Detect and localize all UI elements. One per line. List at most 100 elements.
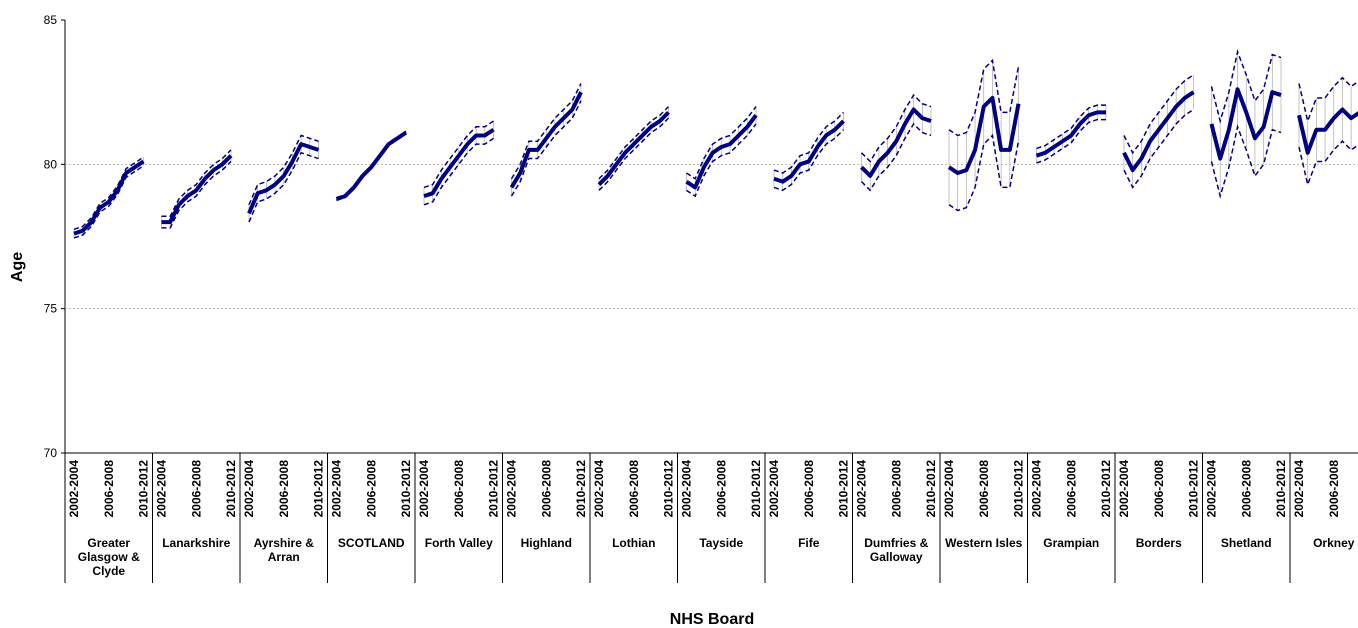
x-tick-label: 2002-2004 [67,460,81,518]
ci-upper-line [860,93,932,163]
ci-upper-line [686,106,757,180]
x-tick-label: 2002-2004 [1292,460,1306,518]
y-axis-title: Age [9,252,26,282]
series-line [860,107,932,178]
series-line [1035,110,1106,158]
x-tick-label: 2010-2012 [224,460,238,518]
ci-upper-line [73,156,144,230]
group-label: SCOTLAND [337,536,405,550]
group-label: Grampian [1043,536,1100,550]
x-tick-label: 2010-2012 [749,460,763,518]
ci-lower-line [73,165,144,239]
group-label: Tayside [699,536,744,550]
series-line [597,110,670,186]
x-tick-label: 2010-2012 [399,460,413,518]
x-tick-label: 2002-2004 [417,460,431,518]
x-tick-label: 2006-2008 [364,460,378,518]
series-line [423,128,495,198]
x-tick-label: 2002-2004 [680,460,694,518]
ci-upper-line [598,106,670,180]
x-tick-label: 2002-2004 [155,460,169,518]
x-tick-label: 2002-2004 [942,460,956,518]
ci-upper-line [948,58,1020,137]
x-tick-label: 2002-2004 [1205,460,1219,518]
series-line [509,91,583,189]
x-tick-label: 2010-2012 [924,460,938,518]
x-tick-label: 2010-2012 [137,460,151,518]
x-tick-label: 2006-2008 [1327,460,1341,518]
ci-lower-line [686,123,757,198]
x-tick-label: 2002-2004 [505,460,519,518]
series-line [1122,90,1195,173]
x-tick-label: 2006-2008 [102,460,116,518]
x-tick-label: 2006-2008 [627,460,641,518]
ci-lower-line [248,151,319,223]
x-tick-label: 2010-2012 [837,460,851,518]
series-line [1297,107,1358,155]
y-tick-label: 70 [44,446,58,460]
group-label: Lanarkshire [162,536,231,550]
ci-upper-line [161,149,232,218]
ci-lower-line [1123,108,1194,189]
series-line [685,114,758,190]
x-tick-label: 2006-2008 [1064,460,1078,518]
group-label: Fife [798,536,820,550]
x-tick-label: 2010-2012 [487,460,501,518]
series-line [161,154,233,225]
x-tick-label: 2010-2012 [574,460,588,518]
series-line [947,95,1021,175]
x-tick-label: 2002-2004 [767,460,781,518]
ci-upper-line [248,134,319,206]
group-label: Shetland [1220,536,1272,550]
x-tick-label: 2006-2008 [539,460,553,518]
x-tick-label: 2002-2004 [592,460,606,518]
x-tick-label: 2006-2008 [802,460,816,518]
x-tick-label: 2006-2008 [452,460,466,518]
x-tick-label: 2002-2004 [1030,460,1044,518]
group-label: Greater Glasgow & Clyde [77,536,140,578]
x-tick-label: 2006-2008 [1239,460,1253,518]
group-label: Lothian [612,536,656,550]
ci-upper-line [773,111,845,174]
series-line [335,130,408,201]
ci-lower-line [948,133,1020,212]
x-tick-label: 2010-2012 [1187,460,1201,518]
x-tick-label: 2006-2008 [277,460,291,518]
x-tick-label: 2010-2012 [312,460,326,518]
group-label: Western Isles [945,536,1023,550]
ci-upper-line [510,83,582,180]
x-tick-label: 2010-2012 [1274,460,1288,518]
ci-upper-line [1123,74,1194,155]
y-tick-label: 80 [44,157,58,171]
ci-upper-line [1036,104,1106,150]
y-tick-label: 85 [44,13,58,27]
group-label: Borders [1135,536,1182,550]
x-tick-label: 2010-2012 [1012,460,1026,518]
x-tick-label: 2002-2004 [855,460,869,518]
x-tick-label: 2006-2008 [189,460,203,518]
x-tick-label: 2006-2008 [1152,460,1166,518]
ci-upper-line [1210,49,1282,124]
ci-lower-line [860,122,932,192]
ci-lower-line [161,160,232,229]
x-tick-label: 2002-2004 [242,460,256,518]
x-tick-label: 2010-2012 [1099,460,1113,518]
x-tick-label: 2002-2004 [330,460,344,518]
ci-lower-line [1210,124,1282,199]
series-line [73,159,145,236]
group-label: Orkney [1313,536,1355,550]
series-line [247,142,320,215]
x-tick-label: 2006-2008 [714,460,728,518]
y-tick-label: 75 [44,302,58,316]
ci-lower-line [773,129,845,192]
x-tick-label: 2010-2012 [662,460,676,518]
ci-lower-line [1036,118,1106,164]
group-label: Highland [520,536,572,550]
x-tick-label: 2002-2004 [1117,460,1131,518]
group-label: Dumfries & Galloway [864,536,929,564]
ci-lower-line [598,117,670,191]
x-axis-title: NHS Board [670,611,754,628]
ci-lower-line [510,100,582,197]
